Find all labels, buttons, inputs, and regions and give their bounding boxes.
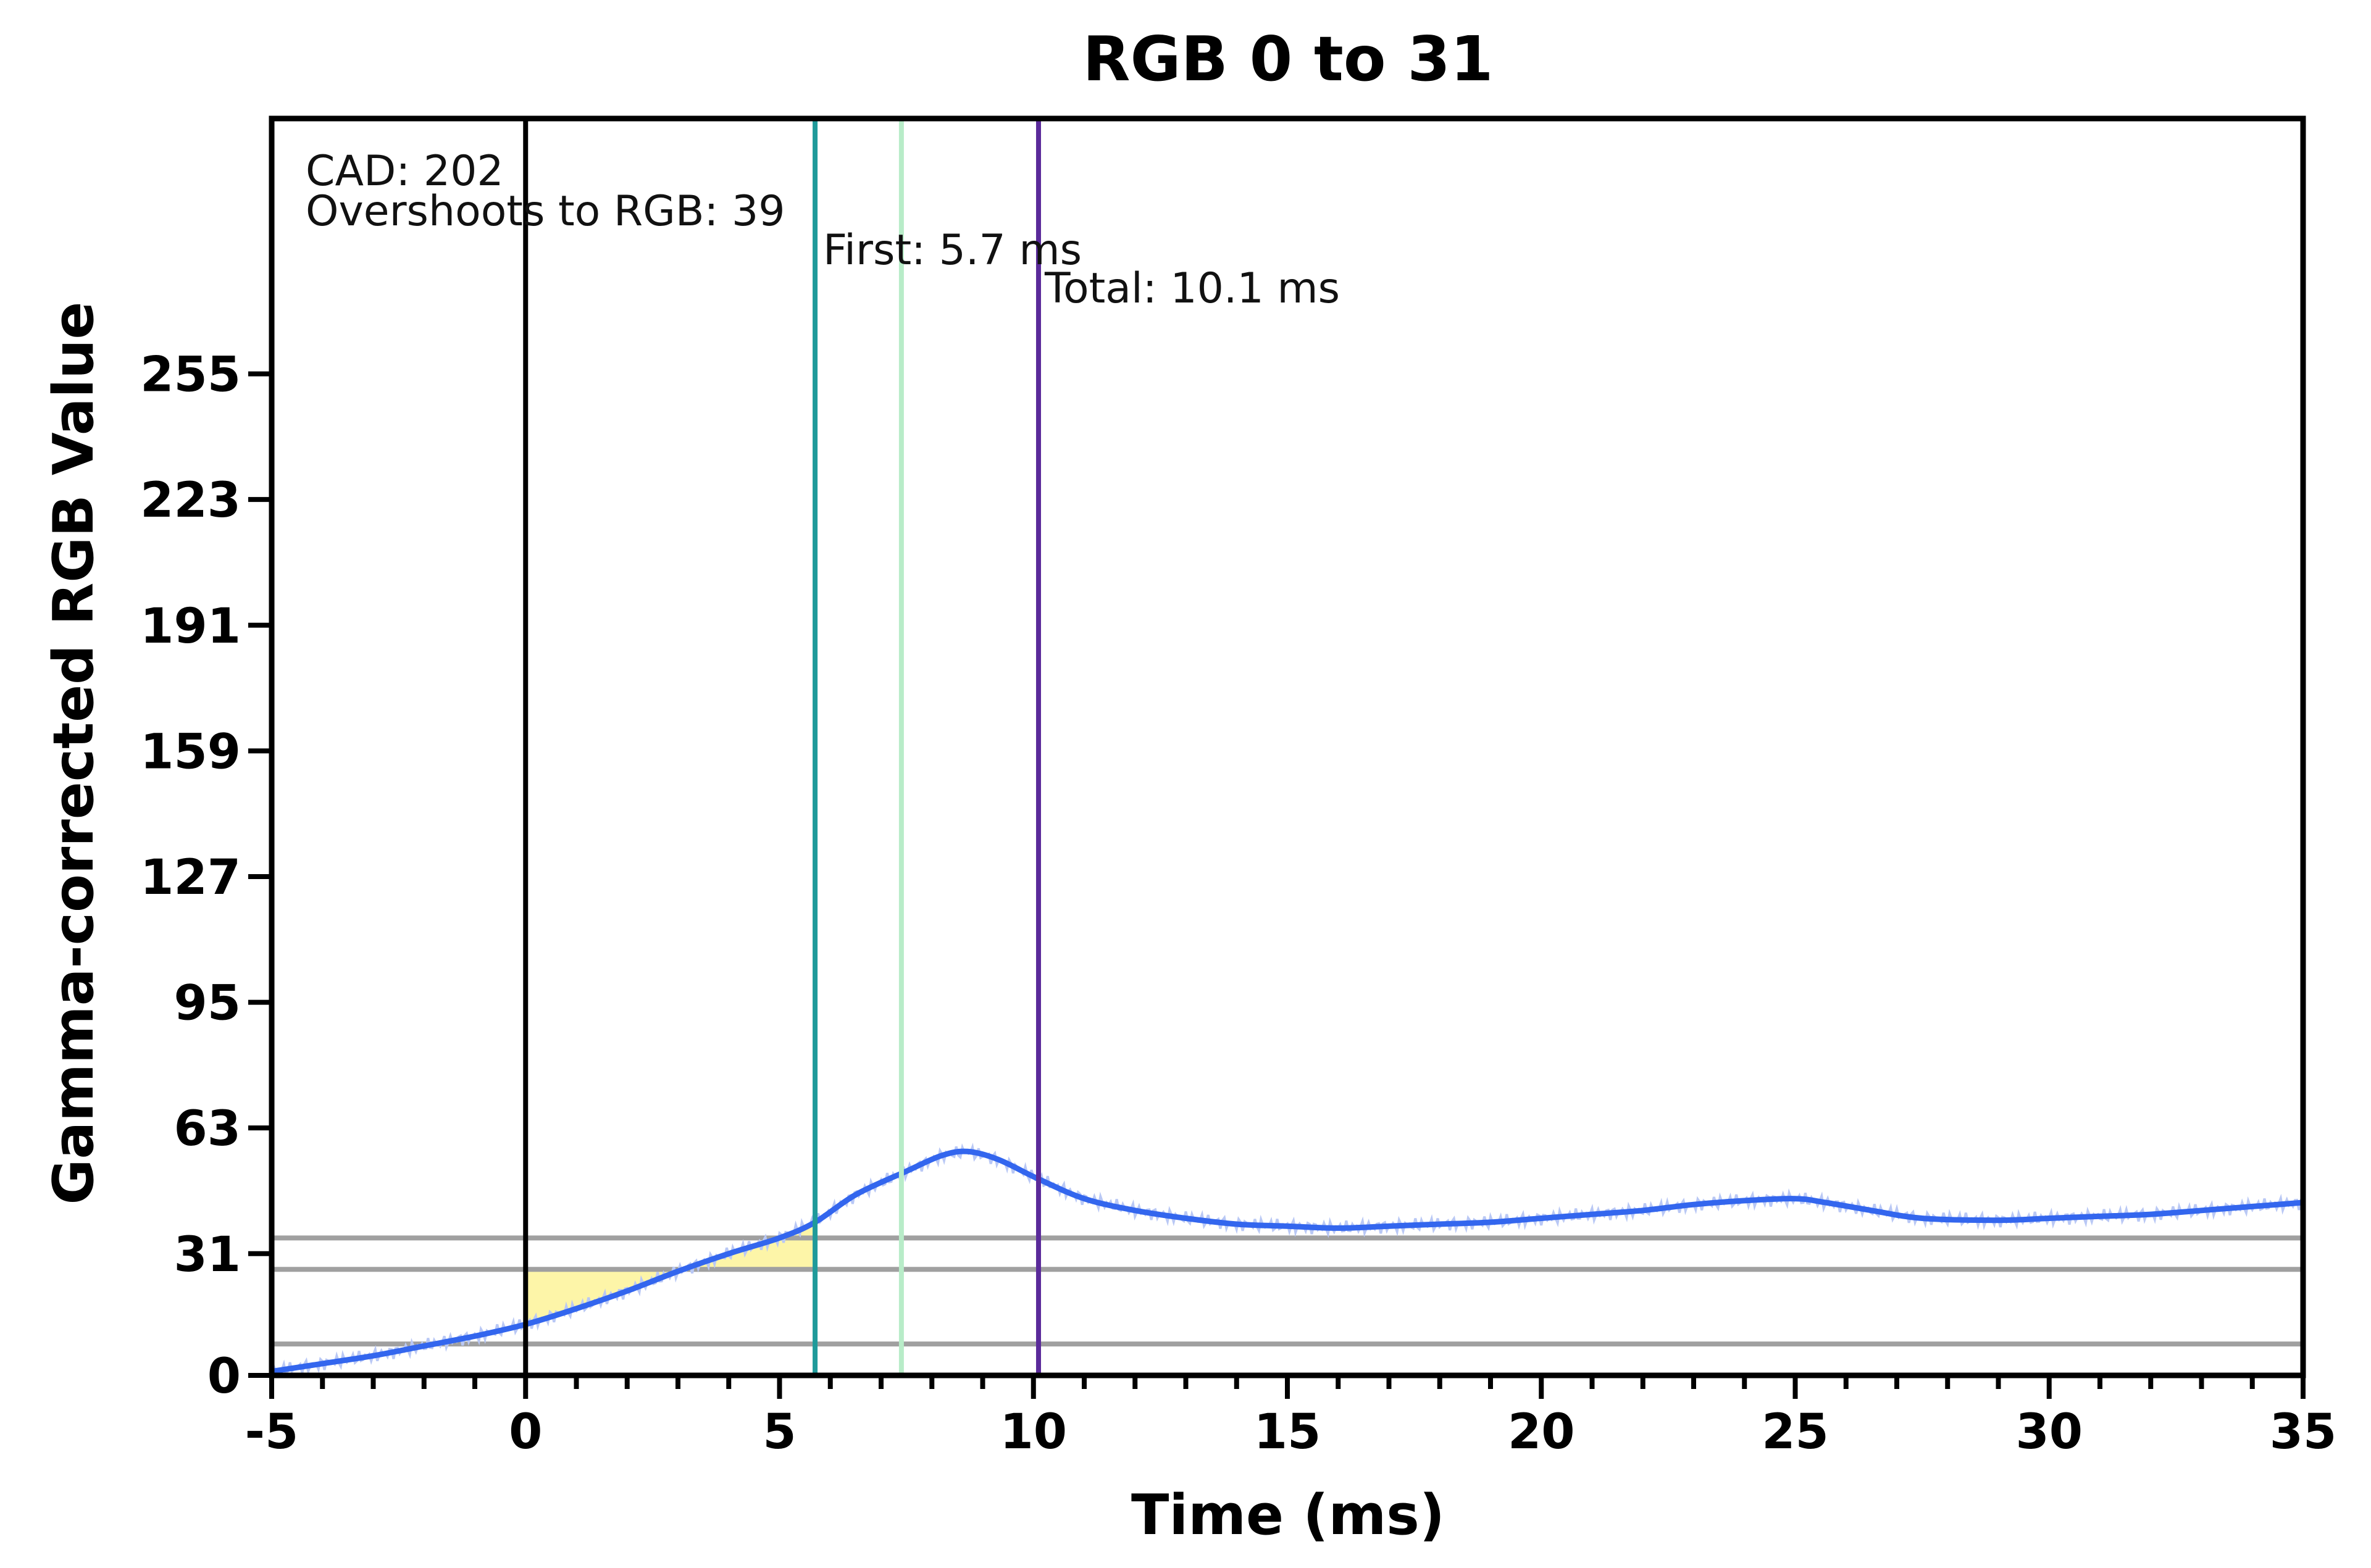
chart-title: RGB 0 to 31 xyxy=(1083,23,1494,95)
y-tick-label: 159 xyxy=(140,724,241,780)
x-tick-label: 15 xyxy=(1254,1404,1321,1460)
y-axis-label: Gamma-corrected RGB Value xyxy=(41,302,106,1205)
y-tick-label: 31 xyxy=(174,1227,241,1283)
x-tick-label: 10 xyxy=(1000,1404,1067,1460)
x-tick-label: 30 xyxy=(2015,1404,2083,1460)
annotation-overshoot: Overshoots to RGB: 39 xyxy=(306,187,785,236)
y-tick-label: 223 xyxy=(140,473,241,528)
annotation-first: First: 5.7 ms xyxy=(823,226,1082,275)
series-line xyxy=(271,1148,2304,1375)
plot-area xyxy=(248,115,2306,1399)
y-tick-label: 255 xyxy=(140,348,241,403)
x-tick-label: 20 xyxy=(1508,1404,1575,1460)
y-tick-label: 95 xyxy=(174,976,241,1032)
annotation-total: Total: 10.1 ms xyxy=(1044,264,1340,313)
y-tick-label: 0 xyxy=(207,1349,241,1404)
y-tick-label: 127 xyxy=(140,850,241,906)
y-tick-label: 191 xyxy=(140,599,241,654)
annotation-cad: CAD: 202 xyxy=(306,147,504,196)
x-tick-label: 5 xyxy=(763,1404,796,1460)
x-axis-label: Time (ms) xyxy=(1131,1483,1445,1548)
x-tick-label: -5 xyxy=(245,1404,299,1460)
x-tick-label: 25 xyxy=(1762,1404,1829,1460)
y-tick-label: 63 xyxy=(174,1101,241,1157)
x-tick-label: 0 xyxy=(509,1404,542,1460)
x-tick-label: 35 xyxy=(2270,1404,2337,1460)
